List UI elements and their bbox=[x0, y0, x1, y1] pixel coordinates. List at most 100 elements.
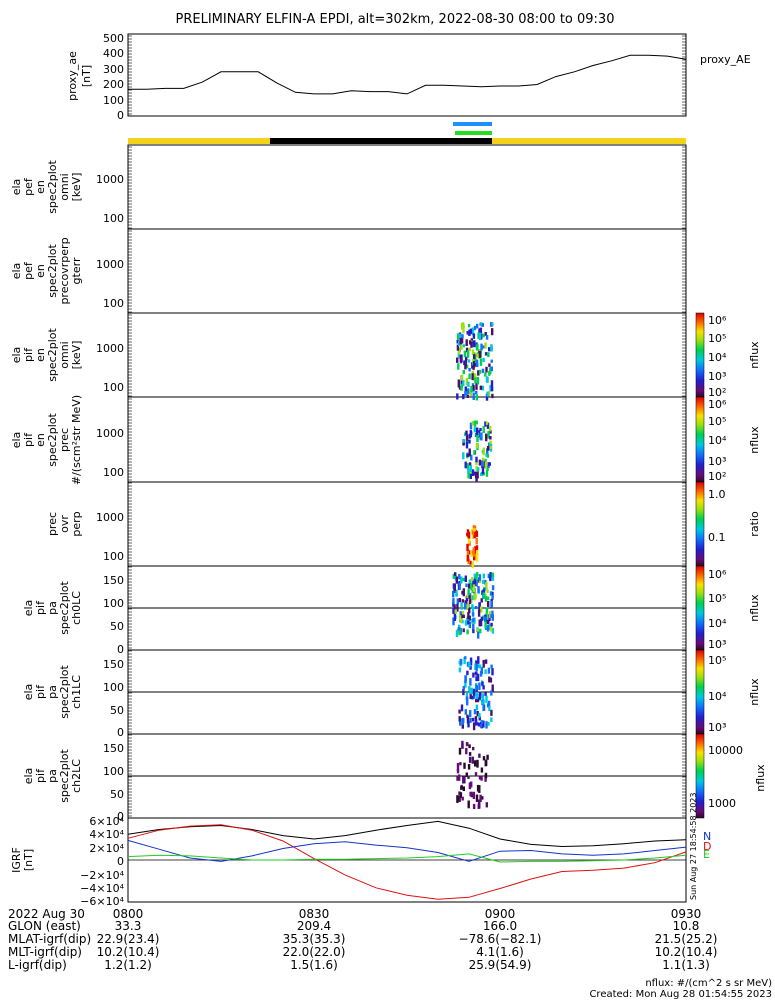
p3-ylabel-3: en bbox=[34, 348, 47, 362]
spec-cell-p6 bbox=[460, 602, 463, 610]
spec-cell-p8 bbox=[456, 795, 459, 803]
spec-cell-p6 bbox=[482, 591, 486, 598]
spec-cell-p4 bbox=[486, 466, 489, 472]
spec-cell-p7 bbox=[478, 682, 481, 691]
spec-cell-p7 bbox=[477, 722, 481, 727]
spec-cell-p4 bbox=[476, 427, 479, 435]
spec-cell-p6 bbox=[452, 617, 455, 626]
p4-tick-1000: 1000 bbox=[96, 427, 124, 440]
p6-ylabel-4: spec2plot bbox=[58, 581, 71, 635]
spec-cell-p6 bbox=[491, 628, 495, 634]
spec-cell-p3 bbox=[458, 340, 461, 347]
cb4-t3: 10³ bbox=[708, 455, 726, 468]
cb8-t0: 10000 bbox=[708, 744, 743, 757]
spec-cell-p7 bbox=[488, 706, 491, 712]
spec-cell-p7 bbox=[464, 679, 467, 688]
spec-cell-p7 bbox=[473, 709, 477, 715]
spec-cell-p3 bbox=[460, 383, 463, 391]
spec-cell-p3 bbox=[462, 380, 465, 386]
spec-cell-p6 bbox=[482, 615, 485, 621]
colorbar-p3 bbox=[695, 312, 705, 398]
spec-cell-p5 bbox=[470, 549, 473, 557]
igrf-tick-m2e4: −2×10⁴ bbox=[80, 869, 124, 882]
spec-cell-p7 bbox=[482, 704, 485, 712]
spec-cell-p3 bbox=[468, 373, 471, 380]
spec-cell-p5 bbox=[467, 558, 470, 564]
spec-cell-p7 bbox=[468, 661, 471, 668]
spec-cell-p6 bbox=[467, 589, 470, 597]
spec-cell-p5 bbox=[467, 531, 471, 539]
p3-ylabel-2: pif bbox=[22, 347, 35, 362]
spec-cell-p3 bbox=[484, 342, 487, 349]
spec-cell-p6 bbox=[468, 595, 471, 600]
cb6-t2: 10⁴ bbox=[708, 617, 727, 630]
spec-cell-p7 bbox=[476, 722, 479, 726]
p4-ylabel-5: prec bbox=[58, 428, 71, 452]
spec-cell-p6 bbox=[472, 629, 475, 634]
spec-cell-p4 bbox=[489, 430, 492, 434]
spec-cell-p8 bbox=[456, 768, 460, 774]
spec-cell-p3 bbox=[485, 393, 489, 401]
spec-cell-p7 bbox=[482, 720, 485, 728]
spec-cell-p6 bbox=[467, 583, 471, 589]
spec-cell-p3 bbox=[485, 366, 488, 373]
spec-cell-p4 bbox=[464, 461, 467, 469]
spec-cell-p3 bbox=[472, 359, 475, 363]
spec-cell-p6 bbox=[477, 586, 480, 593]
spec-cell-p3 bbox=[479, 327, 483, 334]
spec-cell-p3 bbox=[480, 322, 483, 327]
spec-cell-p3 bbox=[469, 389, 472, 397]
spec-cell-p7 bbox=[482, 659, 485, 668]
colorbar-p8 bbox=[695, 733, 705, 819]
spec-cell-p4 bbox=[487, 464, 490, 469]
footer-row-4-v1: 1.5(1.6) bbox=[290, 958, 338, 972]
spec-cell-p8 bbox=[484, 774, 487, 782]
igrf-ylabel-1: IGRF bbox=[10, 847, 23, 873]
cb3-label: nflux bbox=[748, 341, 761, 369]
spec-cell-p6 bbox=[452, 602, 455, 607]
spec-cell-p3 bbox=[460, 379, 463, 388]
spec-cell-p5 bbox=[471, 532, 475, 540]
spec-cell-p3 bbox=[486, 376, 489, 383]
spec-cell-p3 bbox=[476, 376, 480, 385]
p2-tick-100: 100 bbox=[103, 297, 124, 310]
p5-ylabel-2: ovr bbox=[58, 515, 71, 533]
spec-cell-p4 bbox=[469, 422, 473, 430]
spec-cell-p7 bbox=[466, 714, 469, 719]
spec-cell-p6 bbox=[490, 600, 493, 608]
spec-cell-p3 bbox=[464, 357, 468, 361]
spec-cell-p3 bbox=[477, 332, 480, 339]
spec-cell-p6 bbox=[452, 583, 456, 589]
spec-cell-p7 bbox=[469, 678, 472, 686]
spec-cell-p7 bbox=[469, 710, 472, 718]
spec-cell-p3 bbox=[478, 329, 481, 333]
spec-cell-p5 bbox=[466, 555, 470, 562]
p6-ylabel-3: pa bbox=[46, 601, 59, 615]
cb3-t3: 10³ bbox=[708, 370, 726, 383]
spec-cell-p6 bbox=[458, 627, 461, 636]
spec-cell-p3 bbox=[471, 327, 475, 336]
spec-cell-p3 bbox=[459, 355, 463, 362]
spec-cell-p7 bbox=[470, 687, 473, 694]
spec-cell-p7 bbox=[464, 675, 467, 682]
spec-cell-p4 bbox=[466, 453, 469, 458]
spec-cell-p6 bbox=[467, 612, 470, 620]
spec-cell-p3 bbox=[465, 347, 469, 353]
spec-cell-p6 bbox=[479, 628, 482, 634]
spec-cell-p3 bbox=[457, 352, 461, 359]
spec-cell-p6 bbox=[491, 592, 494, 600]
spec-cell-p3 bbox=[488, 347, 491, 352]
cb6-t3: 10³ bbox=[708, 638, 726, 651]
spec-cell-p7 bbox=[478, 664, 482, 669]
status-bar-black bbox=[270, 138, 492, 144]
cb3-t0: 10⁶ bbox=[708, 314, 727, 327]
p6-ylabel-5: ch0LC bbox=[70, 591, 83, 625]
spec-cell-p6 bbox=[471, 606, 475, 615]
spec-cell-p8 bbox=[478, 753, 481, 758]
spec-cell-p7 bbox=[478, 712, 481, 718]
spec-cell-p3 bbox=[475, 382, 478, 390]
spec-cell-p4 bbox=[469, 473, 472, 480]
spec-cell-p6 bbox=[470, 583, 473, 591]
p2-tick-1000: 1000 bbox=[96, 258, 124, 271]
p3-ylabel: ela pif en spec2plot omni [keV] bbox=[10, 328, 83, 382]
